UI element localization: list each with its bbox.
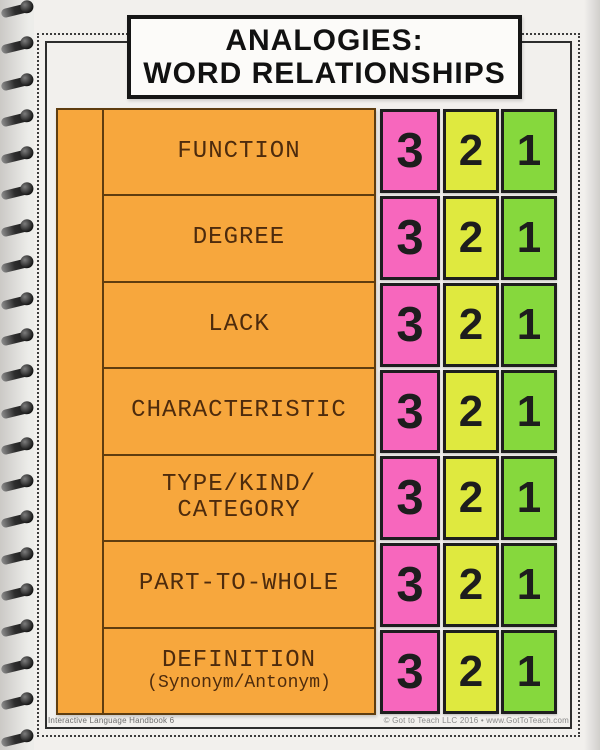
score-flap-1: 1 [501, 630, 557, 715]
score-flap-3: 3 [380, 369, 440, 454]
score-flap-1: 1 [501, 195, 557, 280]
category-row-characteristic: CHARACTERISTIC [104, 367, 374, 453]
page-title: ANALOGIES: WORD RELATIONSHIPS [127, 15, 522, 99]
category-label: DEFINITION [161, 646, 317, 674]
category-label: PART-TO-WHOLE [138, 570, 340, 598]
score-flap-1: 1 [501, 456, 557, 541]
score-flap-1: 1 [501, 543, 557, 628]
category-row-lack: LACK [104, 280, 374, 367]
category-label: TYPE/KIND/ [161, 470, 317, 498]
category-row-part-to-whole: PART-TO-WHOLE [104, 540, 374, 626]
category-label: LACK [208, 310, 270, 338]
score-flap-1: 1 [501, 109, 557, 193]
category-sublabel: (Synonym/Antonym) [147, 673, 331, 694]
score-flap-3: 3 [380, 282, 440, 367]
footer-credit-left: Interactive Language Handbook 6 [48, 716, 175, 725]
score-flap-3: 3 [380, 109, 440, 193]
title-line-2: WORD RELATIONSHIPS [143, 57, 506, 90]
score-flap-2: 2 [443, 369, 499, 454]
category-row-type-kind-category: TYPE/KIND/ CATEGORY [104, 453, 374, 540]
card-spine [58, 110, 104, 713]
score-flap-1: 1 [501, 282, 557, 367]
score-flap-2: 2 [443, 630, 499, 715]
score-column-2: 2 2 2 2 2 2 2 [443, 109, 499, 715]
score-flap-3: 3 [380, 543, 440, 628]
footer-credit-right: © Got to Teach LLC 2016 • www.GotToTeach… [383, 716, 569, 725]
score-flap-3: 3 [380, 630, 440, 715]
category-row-definition: DEFINITION (Synonym/Antonym) [104, 626, 374, 713]
score-flap-2: 2 [443, 282, 499, 367]
score-column-1: 1 1 1 1 1 1 1 [501, 109, 557, 715]
score-flap-2: 2 [443, 456, 499, 541]
category-row-function: FUNCTION [104, 110, 374, 194]
category-label: FUNCTION [177, 138, 301, 166]
score-flap-3: 3 [380, 456, 440, 541]
score-column-3: 3 3 3 3 3 3 3 [380, 109, 440, 715]
category-label: DEGREE [192, 224, 286, 252]
category-label: CHARACTERISTIC [131, 397, 347, 425]
category-row-degree: DEGREE [104, 194, 374, 280]
categories-card: FUNCTION DEGREE LACK CHARACTERISTIC TYPE… [56, 108, 376, 715]
score-flap-3: 3 [380, 195, 440, 280]
category-labels: FUNCTION DEGREE LACK CHARACTERISTIC TYPE… [104, 110, 374, 713]
title-line-1: ANALOGIES: [225, 24, 424, 57]
spiral-binding-icon [0, 2, 42, 748]
score-flap-2: 2 [443, 195, 499, 280]
score-flap-2: 2 [443, 109, 499, 193]
category-label-line2: CATEGORY [177, 496, 301, 524]
score-flap-2: 2 [443, 543, 499, 628]
score-flap-1: 1 [501, 369, 557, 454]
